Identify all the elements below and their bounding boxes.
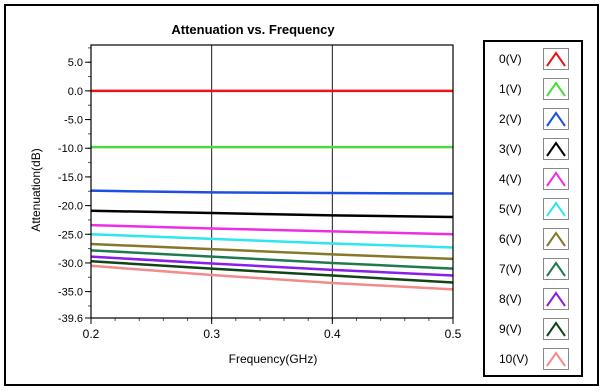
legend-swatch-line [546, 111, 566, 127]
legend-item: 10(V) [485, 346, 581, 374]
legend-swatch-line [546, 81, 566, 97]
y-tick-label: -20.0 [58, 201, 83, 213]
series-line [90, 255, 454, 277]
legend-label: 8(V) [499, 292, 522, 306]
legend-swatch-line [546, 141, 566, 157]
y-tick-label: 5.0 [68, 57, 83, 69]
y-tick-label: -35.0 [58, 287, 83, 299]
legend-item: 6(V) [485, 226, 581, 254]
legend-swatch-line [546, 291, 566, 307]
legend-label: 0(V) [499, 52, 522, 66]
legend-item: 5(V) [485, 196, 581, 224]
plot-background [91, 45, 453, 318]
legend-swatch-line [546, 231, 566, 247]
series-line [90, 189, 454, 195]
legend-swatch-line [546, 351, 566, 367]
y-tick-label: 0.0 [68, 86, 83, 98]
series-line [90, 242, 454, 261]
legend-swatch-line [546, 171, 566, 187]
legend-label: 5(V) [499, 202, 522, 216]
legend-swatch [543, 168, 569, 190]
y-tick-label: -25.0 [58, 229, 83, 241]
legend-swatch [543, 198, 569, 220]
series-line [90, 259, 454, 284]
legend-swatch [543, 138, 569, 160]
legend: 0(V) 1(V) 2(V) 3(V) 4(V) 5(V) 6(V) 7(V) 8(V) 9(V)… [483, 40, 583, 377]
y-tick-label: -15.0 [58, 172, 83, 184]
y-tick-label: -30.0 [58, 258, 83, 270]
y-axis-label: Attenuation(dB) [29, 148, 43, 231]
legend-swatch-line [546, 261, 566, 277]
chart-title: Attenuation vs. Frequency [171, 22, 335, 37]
plot-area: 5.0 0.0 -5.0 -10.0 -15.0 -20.0 -25.0 -30.0 -35.0… [58, 44, 462, 341]
legend-item: 8(V) [485, 286, 581, 314]
legend-item: 9(V) [485, 316, 581, 344]
legend-swatch [543, 288, 569, 310]
series-line [90, 223, 454, 236]
y-tick-label: -5.0 [64, 115, 83, 127]
x-tick-label: 0.2 [83, 327, 100, 341]
series-line [90, 264, 454, 291]
plot-border [90, 44, 454, 319]
legend-swatch [543, 48, 569, 70]
legend-swatch [543, 258, 569, 280]
series-line [90, 249, 454, 270]
legend-label: 9(V) [499, 322, 522, 336]
series-line [90, 233, 454, 249]
legend-item: 1(V) [485, 76, 581, 104]
legend-swatch [543, 108, 569, 130]
x-axis-label: Frequency(GHz) [229, 352, 318, 366]
legend-item: 0(V) [485, 46, 581, 74]
legend-swatch-line [546, 321, 566, 337]
legend-label: 10(V) [499, 352, 529, 366]
x-tick-label: 0.3 [203, 327, 220, 341]
series-line [90, 209, 454, 219]
legend-item: 2(V) [485, 106, 581, 134]
legend-label: 2(V) [499, 112, 522, 126]
x-tick-label: 0.5 [445, 327, 462, 341]
legend-swatch [543, 348, 569, 370]
legend-label: 6(V) [499, 232, 522, 246]
legend-swatch [543, 78, 569, 100]
legend-swatch [543, 318, 569, 340]
legend-item: 7(V) [485, 256, 581, 284]
legend-label: 7(V) [499, 262, 522, 276]
legend-swatch-line [546, 51, 566, 67]
legend-label: 1(V) [499, 82, 522, 96]
legend-swatch-line [546, 201, 566, 217]
legend-item: 4(V) [485, 166, 581, 194]
legend-swatch [543, 228, 569, 250]
y-tick-label: -10.0 [58, 143, 83, 155]
legend-label: 4(V) [499, 172, 522, 186]
legend-label: 3(V) [499, 142, 522, 156]
y-tick-label: -39.6 [58, 313, 83, 325]
x-tick-label: 0.4 [324, 327, 341, 341]
legend-item: 3(V) [485, 136, 581, 164]
